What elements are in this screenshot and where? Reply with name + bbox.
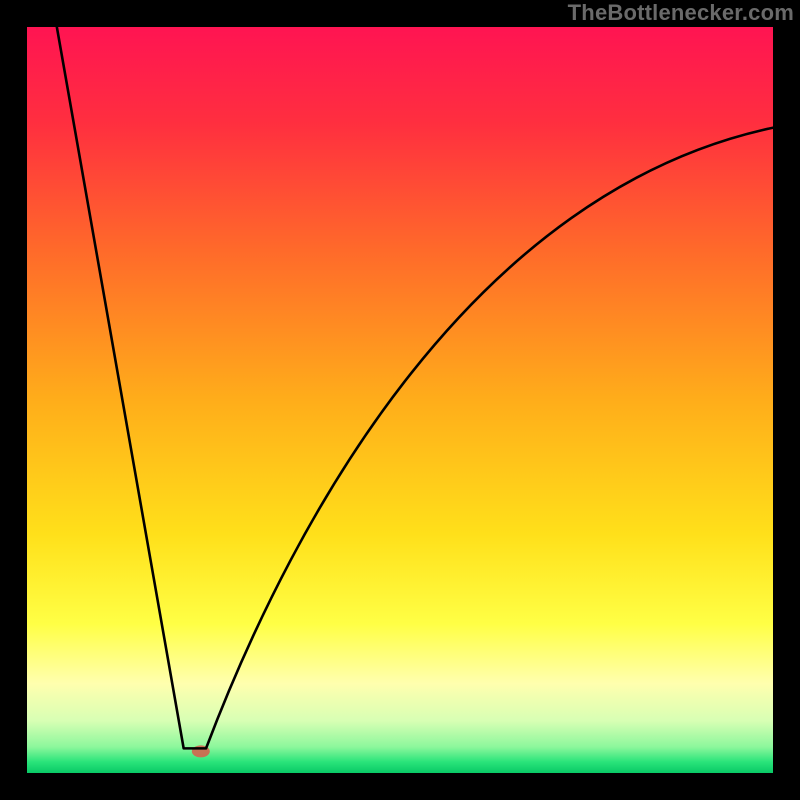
attribution-text: TheBottlenecker.com (568, 0, 800, 26)
bottleneck-curve-chart (27, 27, 773, 773)
chart-plot-area (27, 27, 773, 773)
gradient-background (27, 27, 773, 773)
image-frame: TheBottlenecker.com (0, 0, 800, 800)
